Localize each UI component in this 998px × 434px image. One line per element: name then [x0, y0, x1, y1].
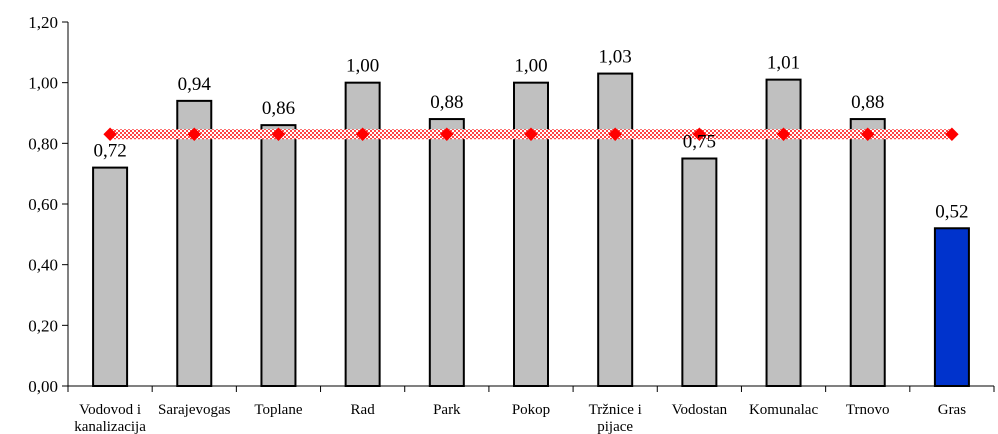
- x-category-label: Pokop: [512, 402, 550, 418]
- y-tick-label: 0,20: [28, 316, 58, 335]
- x-category-label: Park: [433, 402, 461, 418]
- bar: [428, 118, 465, 387]
- x-category-label: Tržnice i: [589, 402, 642, 418]
- data-label: 0,86: [262, 98, 295, 119]
- y-tick-label: 0,60: [28, 195, 58, 214]
- bar: [597, 72, 634, 387]
- average-marker: [271, 127, 286, 141]
- x-category-label: Vodovod i: [79, 402, 141, 418]
- data-label: 0,88: [851, 92, 884, 113]
- bar: [765, 78, 802, 387]
- y-axis: 0,00 0,20 0,40 0,60 0,80 1,00 1,20: [28, 13, 69, 396]
- x-category-label: Sarajevogas: [158, 402, 231, 418]
- bar: [176, 99, 213, 387]
- data-label: 0,75: [683, 132, 716, 153]
- y-tick-label: 1,00: [28, 74, 58, 93]
- bar: [849, 118, 886, 387]
- average-marker: [187, 127, 201, 141]
- average-marker: [861, 127, 875, 141]
- data-labels: 0,72 0,94 0,86 1,00 0,88 1,00 1,03 0,75 1,01 0,88…: [93, 47, 968, 223]
- data-label: 1,00: [346, 56, 379, 77]
- x-category-label: kanalizacija: [74, 419, 146, 434]
- average-marker: [608, 127, 622, 141]
- bar: [260, 124, 297, 387]
- data-label: 1,00: [514, 56, 547, 77]
- average-marker: [692, 127, 707, 141]
- x-category-label: Toplane: [254, 402, 302, 418]
- average-marker: [355, 127, 370, 141]
- data-label: 0,52: [935, 201, 968, 222]
- x-category-label: Gras: [938, 402, 966, 418]
- y-tick-label: 0,80: [28, 134, 58, 153]
- x-category-label: Trnovo: [846, 402, 890, 418]
- bar: [933, 227, 970, 387]
- x-category-label: Komunalac: [749, 402, 818, 418]
- x-category-label: pijace: [597, 419, 633, 434]
- average-marker: [524, 127, 538, 141]
- average-marker: [103, 127, 117, 141]
- data-label: 1,01: [767, 53, 800, 74]
- bars: [92, 72, 970, 388]
- data-label: 1,03: [599, 47, 632, 68]
- y-tick-label: 0,00: [28, 377, 58, 396]
- x-category-label: Rad: [351, 402, 376, 418]
- bar: [681, 157, 718, 387]
- average-line: [103, 127, 959, 141]
- data-label: 0,88: [430, 92, 463, 113]
- x-category-label: Vodostan: [672, 402, 728, 418]
- y-tick-label: 1,20: [28, 13, 58, 32]
- average-marker: [776, 127, 791, 141]
- bar: [92, 166, 129, 387]
- average-marker: [945, 127, 959, 141]
- y-tick-label: 0,40: [28, 256, 58, 275]
- data-label: 0,72: [93, 141, 126, 162]
- average-marker: [440, 127, 454, 141]
- data-label: 0,94: [178, 74, 212, 95]
